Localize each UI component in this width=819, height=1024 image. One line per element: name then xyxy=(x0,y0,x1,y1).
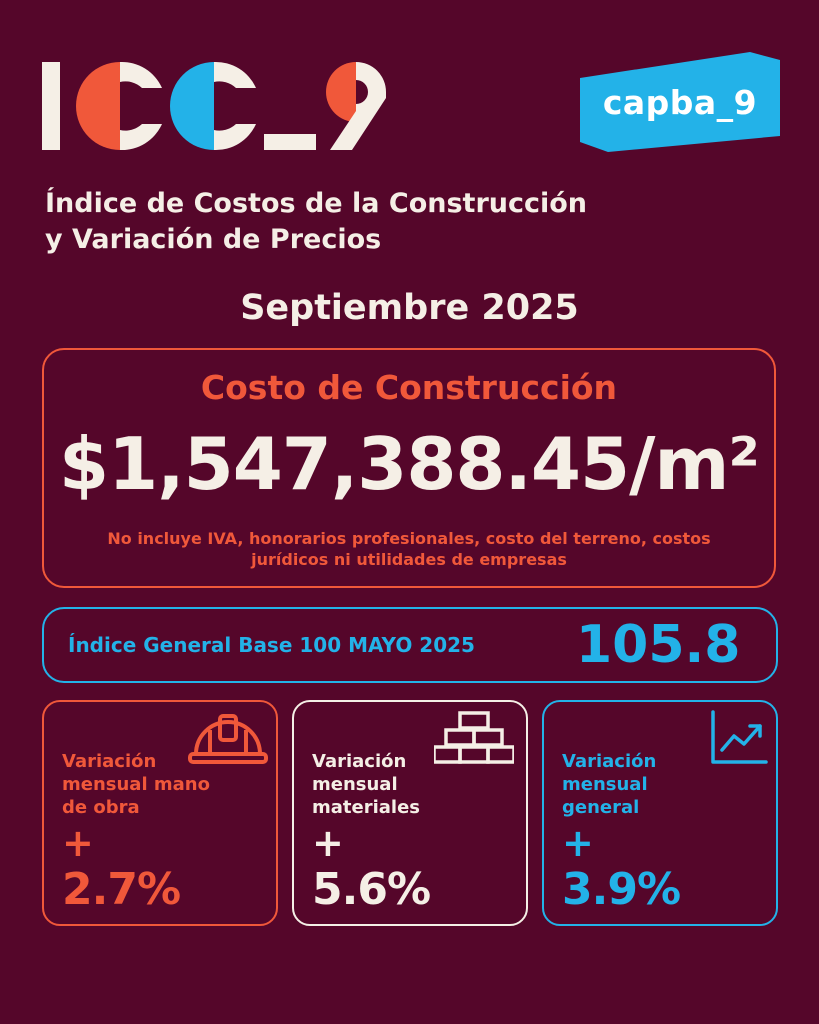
materials-plus-sign: + xyxy=(312,821,344,865)
trend-chart-icon xyxy=(711,710,768,764)
index-label: Índice General Base 100 MAYO 2025 xyxy=(68,633,475,657)
labor-variation-label: Variación mensual mano de obra xyxy=(62,751,210,818)
labor-plus-sign: + xyxy=(62,821,94,865)
cost-panel: Costo de Construcción $1,547,388.45/m² N… xyxy=(42,348,776,588)
bricks-icon xyxy=(434,711,514,764)
general-variation-card: Variación mensual general + 3.9% xyxy=(542,700,778,926)
subtitle: Índice de Costos de la Construcción y Va… xyxy=(45,186,665,258)
cost-note: No incluye IVA, honorarios profesionales… xyxy=(107,529,711,569)
index-panel: Índice General Base 100 MAYO 2025 105.8 xyxy=(42,607,778,683)
period-title: Septiembre 2025 xyxy=(240,288,579,328)
cost-title: Costo de Construcción xyxy=(200,368,618,407)
general-plus-sign: + xyxy=(562,821,594,865)
hard-hat-icon xyxy=(188,714,268,764)
subtitle-line-1: Índice de Costos de la Construcción xyxy=(45,188,588,219)
labor-variation-card: Variación mensual mano de obra + 2.7% xyxy=(42,700,278,926)
badge-shape xyxy=(580,52,780,152)
labor-variation-value: 2.7% xyxy=(62,864,181,915)
capba-badge: capba_9 xyxy=(580,52,780,152)
materials-variation-value: 5.6% xyxy=(312,864,431,915)
materials-variation-card: Variación mensual materiales + 5.6% xyxy=(292,700,528,926)
materials-variation-label: Variación mensual materiales xyxy=(312,751,420,818)
general-variation-label: Variación mensual general xyxy=(562,751,657,818)
subtitle-line-2: y Variación de Precios xyxy=(45,224,382,255)
cost-value: $1,547,388.45/m² xyxy=(59,422,760,506)
icc9-logo xyxy=(42,61,386,151)
index-value: 105.8 xyxy=(576,615,741,675)
capba-badge-text: capba_9 xyxy=(602,82,758,122)
general-variation-value: 3.9% xyxy=(562,864,681,915)
